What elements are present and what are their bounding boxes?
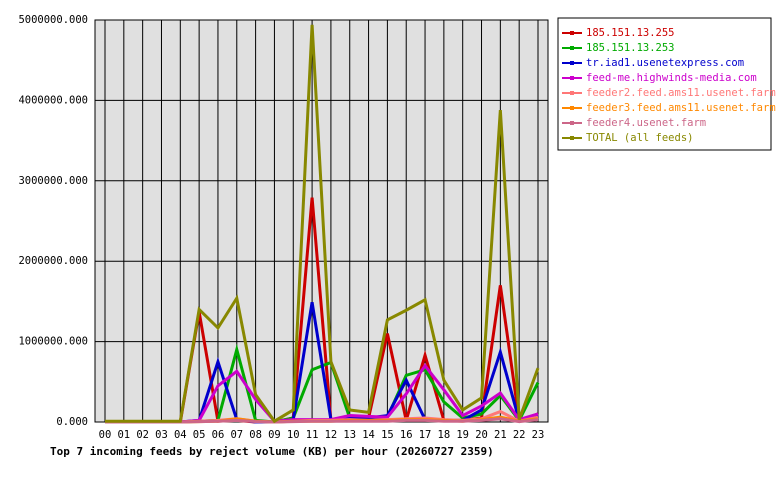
x-tick-label: 12 bbox=[325, 429, 338, 441]
x-tick-label: 18 bbox=[438, 429, 451, 441]
x-tick-label: 03 bbox=[155, 429, 168, 441]
x-tick-label: 07 bbox=[230, 429, 243, 441]
y-tick-label: 0.000 bbox=[56, 416, 88, 428]
legend-label: feed-me.highwinds-media.com bbox=[586, 72, 757, 84]
legend-label: feeder4.usenet.farm bbox=[586, 117, 706, 129]
x-tick-label: 16 bbox=[400, 429, 413, 441]
x-tick-label: 14 bbox=[362, 429, 375, 441]
y-tick-label: 5000000.000 bbox=[18, 14, 88, 26]
legend-label: tr.iad1.usenetexpress.com bbox=[586, 57, 744, 69]
legend-label: 185.151.13.255 bbox=[586, 27, 675, 39]
x-tick-label: 23 bbox=[532, 429, 545, 441]
y-tick-label: 4000000.000 bbox=[18, 94, 88, 106]
legend-marker bbox=[570, 76, 574, 80]
x-tick-label: 00 bbox=[99, 429, 112, 441]
x-tick-label: 19 bbox=[456, 429, 469, 441]
x-tick-label: 04 bbox=[174, 429, 187, 441]
y-tick-label: 1000000.000 bbox=[18, 336, 88, 348]
legend-box bbox=[557, 17, 772, 151]
legend-label: TOTAL (all feeds) bbox=[586, 132, 693, 144]
x-tick-label: 13 bbox=[343, 429, 356, 441]
legend-marker bbox=[570, 121, 574, 125]
legend-marker bbox=[570, 106, 574, 110]
x-tick-label: 22 bbox=[513, 429, 526, 441]
legend-label: 185.151.13.253 bbox=[586, 42, 675, 54]
x-tick-label: 01 bbox=[117, 429, 130, 441]
y-tick-label: 3000000.000 bbox=[18, 175, 88, 187]
x-tick-label: 20 bbox=[475, 429, 488, 441]
data-line bbox=[105, 24, 540, 424]
x-tick-label: 09 bbox=[268, 429, 281, 441]
x-tick-label: 05 bbox=[193, 429, 206, 441]
legend-marker bbox=[570, 46, 574, 50]
x-tick-label: 02 bbox=[136, 429, 149, 441]
legend-marker bbox=[570, 31, 574, 35]
legend-label: feeder3.feed.ams11.usenet.farm bbox=[586, 102, 776, 114]
x-tick-label: 08 bbox=[249, 429, 262, 441]
legend-marker bbox=[570, 91, 574, 95]
x-tick-label: 11 bbox=[306, 429, 319, 441]
legend-label: feeder2.feed.ams11.usenet.farm bbox=[586, 87, 776, 99]
y-tick-label: 2000000.000 bbox=[18, 255, 88, 267]
x-tick-label: 06 bbox=[212, 429, 225, 441]
chart-title: Top 7 incoming feeds by reject volume (K… bbox=[50, 445, 494, 458]
x-tick-label: 10 bbox=[287, 429, 300, 441]
x-tick-label: 21 bbox=[494, 429, 507, 441]
x-tick-label: 17 bbox=[419, 429, 432, 441]
legend-marker bbox=[570, 61, 574, 65]
x-tick-label: 15 bbox=[381, 429, 394, 441]
legend-marker bbox=[570, 136, 574, 140]
